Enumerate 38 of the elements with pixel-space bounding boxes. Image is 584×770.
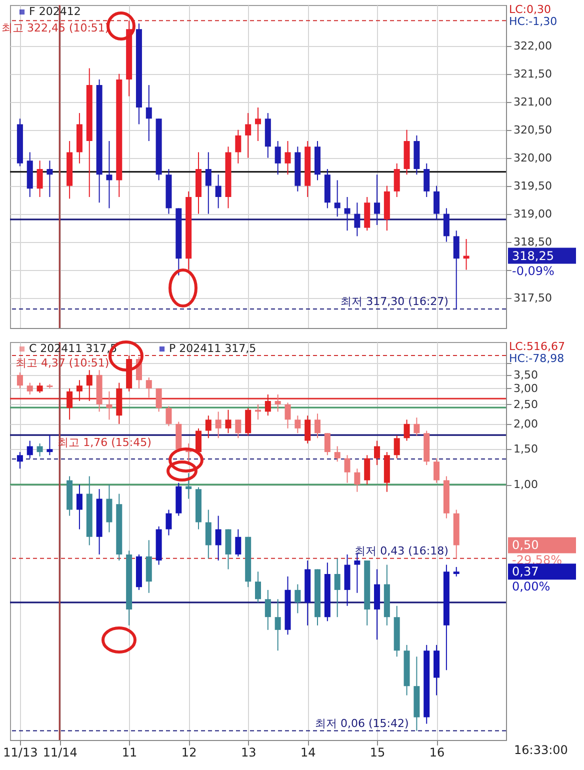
x-tick-label: 14 (300, 746, 316, 760)
y-tick-label: 1,00 (514, 478, 538, 492)
x-tick-label: 12 (181, 746, 197, 760)
text: LC:516,67 (509, 340, 566, 353)
text: HC:-78,98 (509, 352, 564, 365)
y-tick-label: 318,50 (514, 235, 552, 248)
text: LC:0,30 (509, 3, 552, 16)
x-tick-label: 15 (370, 746, 386, 760)
text: -29,58% (512, 553, 562, 568)
x-tick-label: 16 (429, 746, 445, 760)
y-tick-label: 2,00 (514, 417, 538, 430)
annotation: 최저 0,06 (15:42) (314, 716, 409, 730)
y-tick-label: 317,50 (514, 291, 552, 304)
y-tick-label: 321,50 (514, 67, 552, 80)
annotation: 최저 317,30 (16:27) (340, 294, 448, 308)
y-tick-label: 319,50 (514, 179, 552, 192)
y-tick-label: 322,00 (514, 39, 552, 52)
y-tick-label: 320,00 (514, 151, 552, 164)
y-tick-label: 1,50 (514, 442, 538, 456)
y-tick-label: 320,50 (514, 123, 552, 136)
legend-label: P 202411 317,5 (169, 342, 256, 355)
y-tick-label: 2,50 (514, 398, 538, 411)
text: HC:-1,30 (509, 15, 558, 28)
text: 16:33:00 (514, 743, 568, 757)
annotation: 최저 0,43 (16:18) (354, 544, 448, 558)
x-tick-label: 11 (122, 746, 138, 760)
x-tick-label: 11/14 (42, 746, 78, 760)
text: 0,00% (512, 580, 550, 594)
text: -0,09% (512, 264, 554, 278)
y-tick-label: 3,00 (514, 382, 538, 395)
text: 0,50 (512, 538, 539, 552)
y-tick-label: 319,00 (514, 207, 552, 220)
text: 0,37 (512, 564, 539, 579)
y-tick-label: 321,00 (514, 95, 552, 108)
y-tick-label: 3,50 (514, 368, 538, 382)
x-tick-label: 11/13 (3, 746, 38, 760)
text: 318,25 (512, 248, 554, 263)
x-tick-label: 13 (240, 746, 256, 760)
